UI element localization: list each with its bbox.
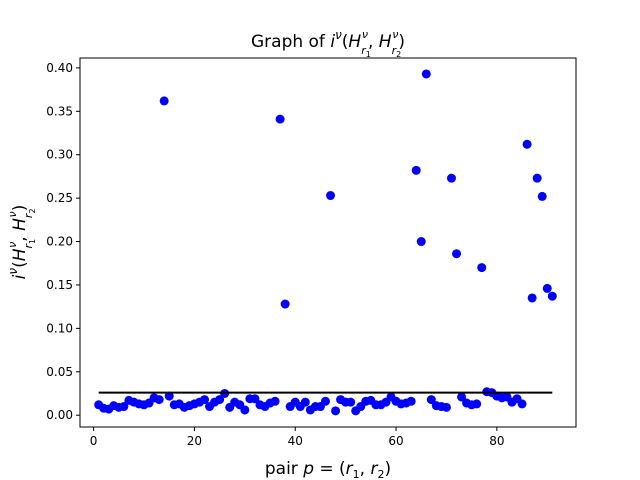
data-point [477, 263, 487, 273]
x-tick-label: 20 [187, 434, 202, 448]
data-point [522, 139, 532, 149]
data-point [240, 405, 250, 415]
data-point [472, 399, 482, 409]
data-point [406, 396, 416, 406]
data-point [517, 399, 527, 409]
data-point [331, 406, 341, 416]
y-tick-label: 0.35 [46, 104, 73, 118]
data-point [280, 299, 290, 309]
data-point [270, 396, 280, 406]
data-point [441, 402, 451, 412]
data-point [250, 394, 260, 404]
x-tick-label: 60 [388, 434, 403, 448]
y-tick-label: 0.25 [46, 191, 73, 205]
y-axis-ticks: 0.00 0.05 0.10 0.15 0.20 0.25 0.30 0.35 0.40 [46, 61, 80, 422]
data-point [300, 397, 310, 407]
x-axis-ticks: 0 20 40 60 80 [90, 427, 505, 448]
y-tick-label: 0.10 [46, 321, 73, 335]
data-point [446, 173, 456, 183]
y-tick-label: 0.30 [46, 148, 73, 162]
data-point [421, 69, 431, 79]
x-axis-label: pair p = (r1, r2) [265, 459, 391, 480]
data-point [326, 191, 336, 201]
data-point [154, 395, 164, 405]
data-point [275, 114, 285, 124]
data-point [452, 249, 462, 259]
data-marks [94, 69, 557, 416]
x-tick-label: 0 [90, 434, 98, 448]
data-point [547, 291, 557, 301]
data-point [200, 395, 210, 405]
chart-title-prefix: Graph of [251, 32, 330, 52]
data-point [426, 395, 436, 405]
y-tick-label: 0.40 [46, 61, 73, 75]
data-point [320, 396, 330, 406]
x-axis-label-prefix: pair [265, 459, 303, 479]
x-tick-label: 40 [288, 434, 303, 448]
data-point [119, 402, 129, 412]
chart-title: Graph of iν(Hr1ν, Hr2ν) [251, 28, 405, 59]
data-point [537, 191, 547, 201]
y-axis-label: iν(Hr1ν, Hr2ν) [6, 205, 37, 280]
data-point [542, 283, 552, 293]
data-point [527, 293, 537, 303]
y-tick-label: 0.00 [46, 408, 73, 422]
data-point [532, 173, 542, 183]
data-point [411, 165, 421, 175]
data-point [215, 395, 225, 405]
data-point [457, 392, 467, 402]
plot-frame [79, 57, 577, 428]
y-tick-label: 0.05 [46, 365, 73, 379]
x-tick-label: 80 [489, 434, 504, 448]
data-point [164, 391, 174, 401]
data-point [416, 237, 426, 247]
y-tick-label: 0.15 [46, 278, 73, 292]
data-point [159, 96, 169, 106]
data-point [346, 397, 356, 407]
y-tick-label: 0.20 [46, 235, 73, 249]
